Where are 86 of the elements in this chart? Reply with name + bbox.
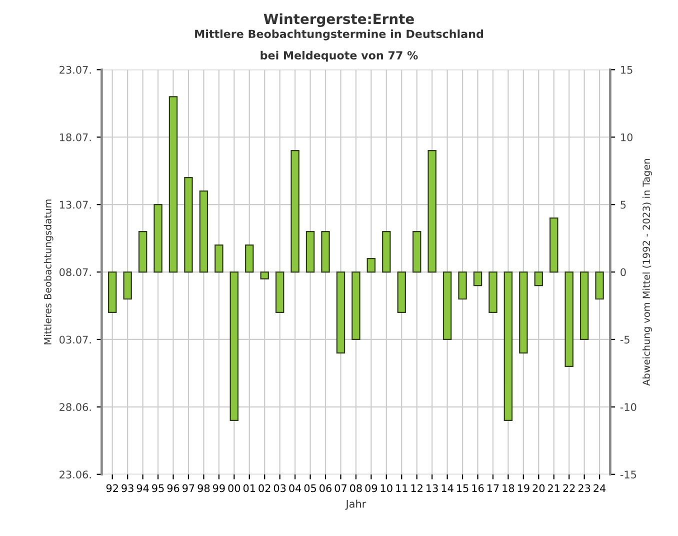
y2-tick-label: -10 bbox=[620, 403, 636, 412]
bar bbox=[108, 271, 117, 314]
x-tick-label: 21 bbox=[548, 484, 560, 492]
bar bbox=[230, 271, 239, 421]
text: bei Meldequote von 77 % bbox=[260, 50, 418, 62]
y2-axis-title: Abweichung vom Mittel (1992 - 2023) in Tagen bbox=[642, 158, 652, 386]
y-tick-label: 03.07. bbox=[60, 336, 91, 344]
x-tick-label: 99 bbox=[212, 484, 225, 492]
bar bbox=[306, 230, 315, 273]
bar bbox=[519, 271, 528, 354]
bar bbox=[504, 271, 513, 421]
x-tick-label: 96 bbox=[167, 484, 180, 492]
bar bbox=[214, 244, 224, 273]
bar bbox=[412, 230, 422, 273]
x-tick-label: 14 bbox=[442, 484, 454, 492]
bar bbox=[123, 271, 132, 300]
x-tick-label: 22 bbox=[563, 484, 575, 492]
bar bbox=[442, 271, 452, 340]
y2-tick-label: 10 bbox=[621, 133, 632, 142]
x-tick-label: 00 bbox=[228, 484, 240, 492]
x-axis-title: Jahr bbox=[345, 500, 366, 510]
y-tick-label: 18.07. bbox=[60, 133, 91, 142]
y-tick-label: 08.07. bbox=[60, 268, 91, 276]
x-tick-label: 95 bbox=[152, 484, 164, 492]
bar bbox=[580, 271, 589, 340]
x-tick-label: 11 bbox=[396, 484, 408, 492]
bar bbox=[595, 271, 604, 300]
x-tick-label: 97 bbox=[182, 484, 194, 492]
bar bbox=[397, 271, 406, 314]
x-tick-label: 13 bbox=[426, 484, 438, 492]
y2-tick-label: 0 bbox=[620, 268, 626, 276]
x-tick-label: 98 bbox=[198, 484, 210, 492]
x-tick-label: 92 bbox=[106, 484, 118, 492]
x-tick-label: 18 bbox=[502, 484, 514, 492]
x-tick-label: 12 bbox=[411, 484, 422, 492]
bar bbox=[336, 271, 346, 354]
bar bbox=[275, 271, 284, 314]
y2-tick-label: -15 bbox=[620, 470, 636, 478]
bar bbox=[321, 230, 330, 273]
x-tick-label: 04 bbox=[289, 484, 302, 492]
bar bbox=[199, 190, 208, 273]
x-tick-label: 01 bbox=[243, 484, 256, 492]
bar bbox=[428, 150, 436, 273]
bar bbox=[382, 230, 391, 273]
x-tick-label: 02 bbox=[258, 484, 270, 492]
x-tick-label: 94 bbox=[136, 484, 149, 492]
bar bbox=[260, 271, 269, 280]
x-tick-label: 20 bbox=[532, 484, 545, 492]
bar bbox=[168, 96, 178, 273]
bar bbox=[458, 271, 467, 300]
chart-title: Wintergerste:Ernte bbox=[264, 13, 414, 27]
y2-tick-label: 15 bbox=[621, 66, 632, 74]
y-tick-label: 13.07. bbox=[60, 200, 91, 209]
y-axis-title: Mittleres Beobachtungsdatum bbox=[44, 200, 54, 344]
bar bbox=[184, 177, 193, 273]
bar bbox=[352, 271, 360, 340]
y2-tick-label: 5 bbox=[620, 200, 626, 209]
bar bbox=[290, 150, 300, 273]
y-tick-label: 23.06. bbox=[60, 470, 91, 478]
bar bbox=[564, 271, 574, 367]
x-tick-label: 05 bbox=[304, 484, 316, 492]
x-tick-label: 15 bbox=[457, 484, 468, 492]
bar bbox=[245, 244, 254, 273]
x-tick-label: 16 bbox=[472, 484, 484, 492]
x-tick-label: 03 bbox=[274, 484, 286, 492]
bar bbox=[366, 258, 376, 273]
x-tick-label: 08 bbox=[350, 484, 362, 492]
bar bbox=[473, 271, 482, 286]
y-tick-label: 28.06. bbox=[60, 403, 91, 412]
bar bbox=[138, 230, 148, 273]
x-tick-label: 10 bbox=[380, 484, 392, 492]
x-tick-label: 07 bbox=[334, 484, 346, 492]
chart-subtitle: Mittlere Beobachtungstermine in Deutschland bbox=[195, 29, 484, 40]
x-tick-label: 24 bbox=[594, 484, 606, 492]
x-tick-label: 06 bbox=[320, 484, 332, 492]
x-tick-label: 17 bbox=[487, 484, 499, 492]
y-tick-label: 23.07. bbox=[60, 66, 91, 74]
bar bbox=[154, 204, 162, 273]
bar bbox=[550, 218, 558, 273]
x-tick-label: 23 bbox=[578, 484, 590, 492]
bar bbox=[534, 271, 544, 286]
y2-tick-label: -5 bbox=[620, 336, 630, 344]
x-tick-label: 93 bbox=[122, 484, 134, 492]
x-tick-label: 09 bbox=[365, 484, 378, 492]
x-tick-label: 19 bbox=[518, 484, 530, 492]
bar bbox=[488, 271, 498, 314]
